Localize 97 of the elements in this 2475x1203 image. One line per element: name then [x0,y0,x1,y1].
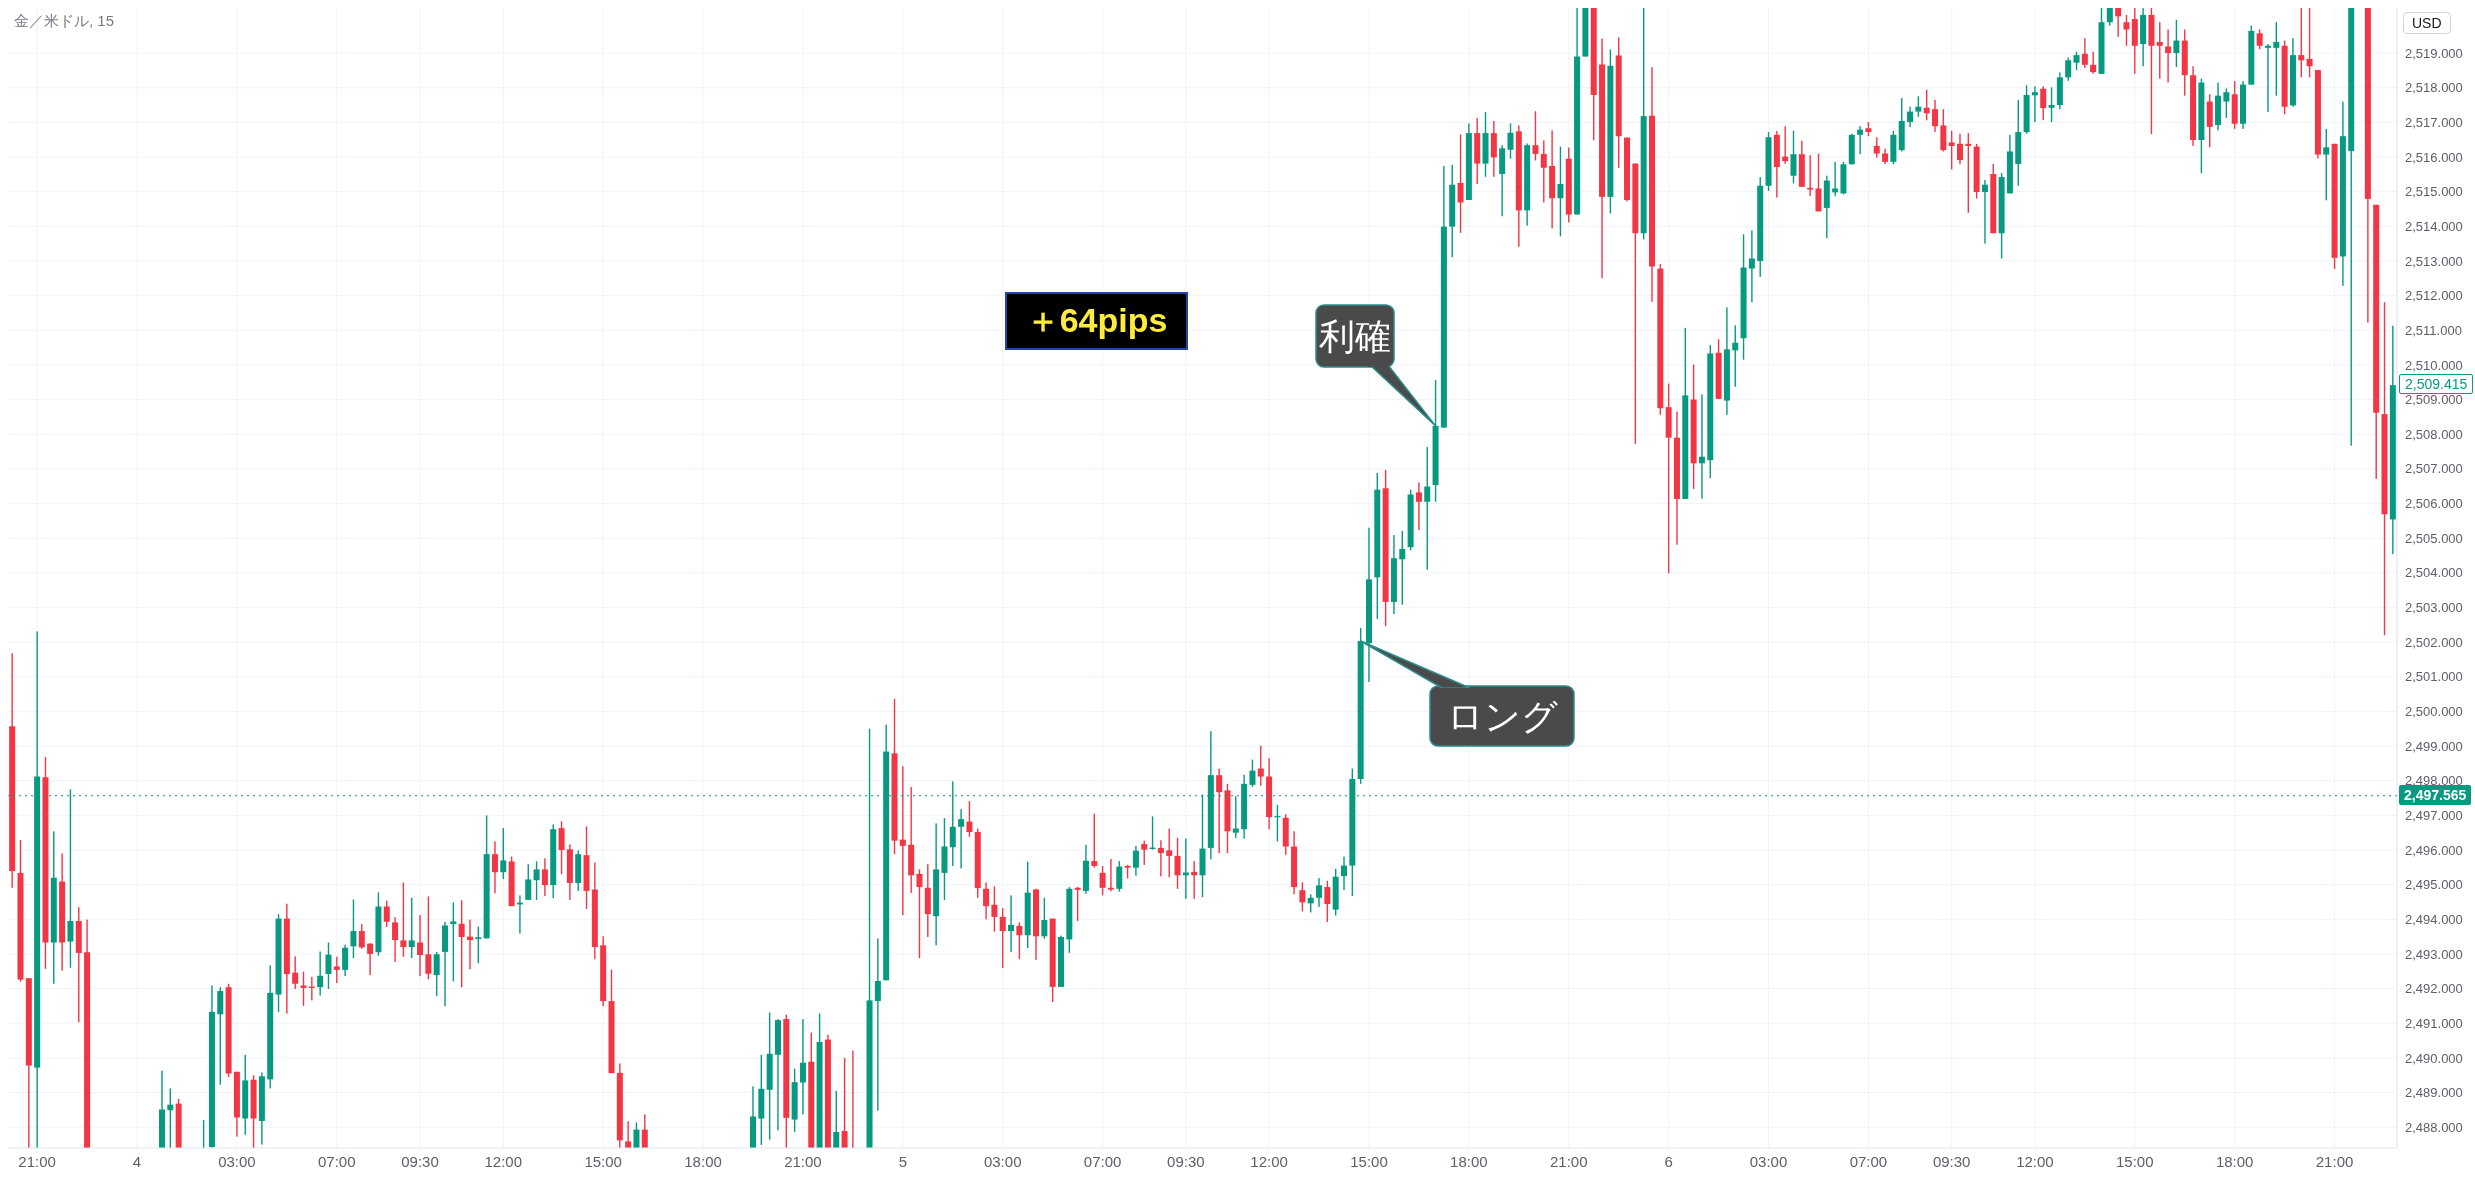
x-tick-label: 03:00 [983,1152,1022,1170]
y-tick-label: 2,502.000 [2405,634,2463,650]
candlestick [1857,126,1864,155]
candlestick [774,1019,781,1131]
candlestick [908,786,915,893]
candlestick [367,943,374,976]
y-tick-label: 2,491.000 [2405,1015,2463,1031]
y-tick-label: 2,513.000 [2405,253,2463,269]
y-tick-label: 2,510.000 [2405,357,2463,373]
text: 2,509.415 [2399,374,2474,395]
y-tick-label: 2,504.000 [2405,565,2463,581]
x-tick-label: 18:00 [1450,1152,1488,1170]
y-tick-label: 2,511.000 [2405,322,2462,338]
x-tick-label: 15:00 [1350,1152,1388,1170]
y-tick-label: 2,508.000 [2405,426,2463,442]
candlestick [2031,86,2038,122]
x-tick-label: 09:30 [401,1152,439,1170]
candlestick [1549,130,1556,229]
candlestick [2081,38,2088,68]
candlestick [2264,44,2271,112]
y-tick-label: 2,494.000 [2405,911,2463,927]
candlestick [2165,29,2172,83]
x-tick-label: 18:00 [2215,1152,2254,1170]
x-tick-label: 09:30 [1932,1152,1971,1170]
x-tick-label: 07:00 [1849,1152,1888,1170]
candlestick [958,809,965,869]
y-tick-label: 2,509.000 [2405,392,2463,408]
x-tick-label: 12:00 [484,1152,523,1170]
candlestick [899,766,906,916]
y-tick-label: 2,517.000 [2405,114,2463,130]
candlestick [317,951,324,996]
candlestick [1748,230,1755,303]
x-tick-label: 21:00 [1549,1152,1588,1170]
candlestick [1807,155,1814,197]
y-tick-label: 2,512.000 [2405,288,2463,304]
y-tick-label: 2,516.000 [2405,149,2463,165]
candlestick [1157,840,1164,877]
y-tick-label: 2,495.000 [2405,877,2463,893]
y-tick-label: 2,501.000 [2405,669,2463,685]
candlestick [1341,856,1348,891]
x-tick-label: 12:00 [1250,1152,1288,1170]
y-tick-label: 2,507.000 [2405,461,2463,477]
candlestick [442,921,449,1007]
y-tick-label: 2,493.000 [2405,946,2463,962]
x-tick-label: 12:00 [2016,1152,2054,1170]
x-tick-label: 03:00 [1749,1152,1788,1170]
y-tick-label: 2,519.000 [2405,45,2463,61]
y-tick-label: 2,496.000 [2405,842,2463,858]
x-tick-label: 6 [1664,1152,1673,1170]
y-tick-label: 2,489.000 [2405,1085,2463,1101]
candlestick [491,841,498,894]
candlestick [1008,895,1015,952]
candlestick [625,1121,632,1148]
x-tick-label: 15:00 [584,1152,622,1170]
y-tick-label: 2,492.000 [2405,981,2463,997]
y-tick-label: 2,514.000 [2405,218,2463,234]
candlestick [799,1019,806,1115]
y-axis-title: USD [2403,12,2451,34]
x-tick-label: 07:00 [318,1152,356,1170]
candlestick [874,938,881,1111]
candlestick [2115,8,2122,37]
x-tick-label: 03:00 [218,1152,256,1170]
x-tick-label: 21:00 [2315,1152,2354,1170]
candlestick [1981,179,1988,244]
x-tick-label: 07:00 [1083,1152,1122,1170]
x-tick-label: 5 [898,1152,908,1170]
annotation: ＋64pips [1005,292,1188,350]
x-tick-label: 21:00 [784,1152,822,1170]
y-tick-label: 2,499.000 [2405,738,2463,754]
x-tick-label: 4 [132,1152,142,1170]
y-tick-label: 2,518.000 [2405,80,2463,96]
candlestick [1415,482,1422,531]
candlestick [1499,145,1506,217]
candlestick [924,864,931,937]
candlestick [333,956,340,984]
x-tick-label: 18:00 [684,1152,722,1170]
y-tick-label: 2,505.000 [2405,530,2463,546]
y-tick-label: 2,506.000 [2405,496,2463,512]
chart-title: 金／米ドル, 15 [14,12,115,31]
annotation: 利確 [1319,316,1391,357]
annotation: ロング [1446,696,1558,737]
candlestick [1107,859,1114,892]
ref-line-label: 2,497.565 [2399,784,2472,805]
x-tick-label: 09:30 [1167,1152,1205,1170]
x-tick-label: 15:00 [2116,1152,2154,1170]
y-tick-label: 2,515.000 [2405,184,2463,200]
candlestick [417,915,424,977]
x-tick-label: 21:00 [18,1152,56,1170]
candlestick [292,956,299,989]
y-tick-label: 2,497.000 [2405,807,2463,823]
candlestick [1698,394,1705,499]
y-tick-label: 2,488.000 [2405,1119,2463,1135]
candlestick [1216,768,1223,854]
y-tick-label: 2,503.000 [2405,600,2463,616]
candlestick [2090,51,2097,74]
y-tick-label: 2,490.000 [2405,1050,2463,1066]
y-tick-label: 2,500.000 [2405,704,2463,720]
